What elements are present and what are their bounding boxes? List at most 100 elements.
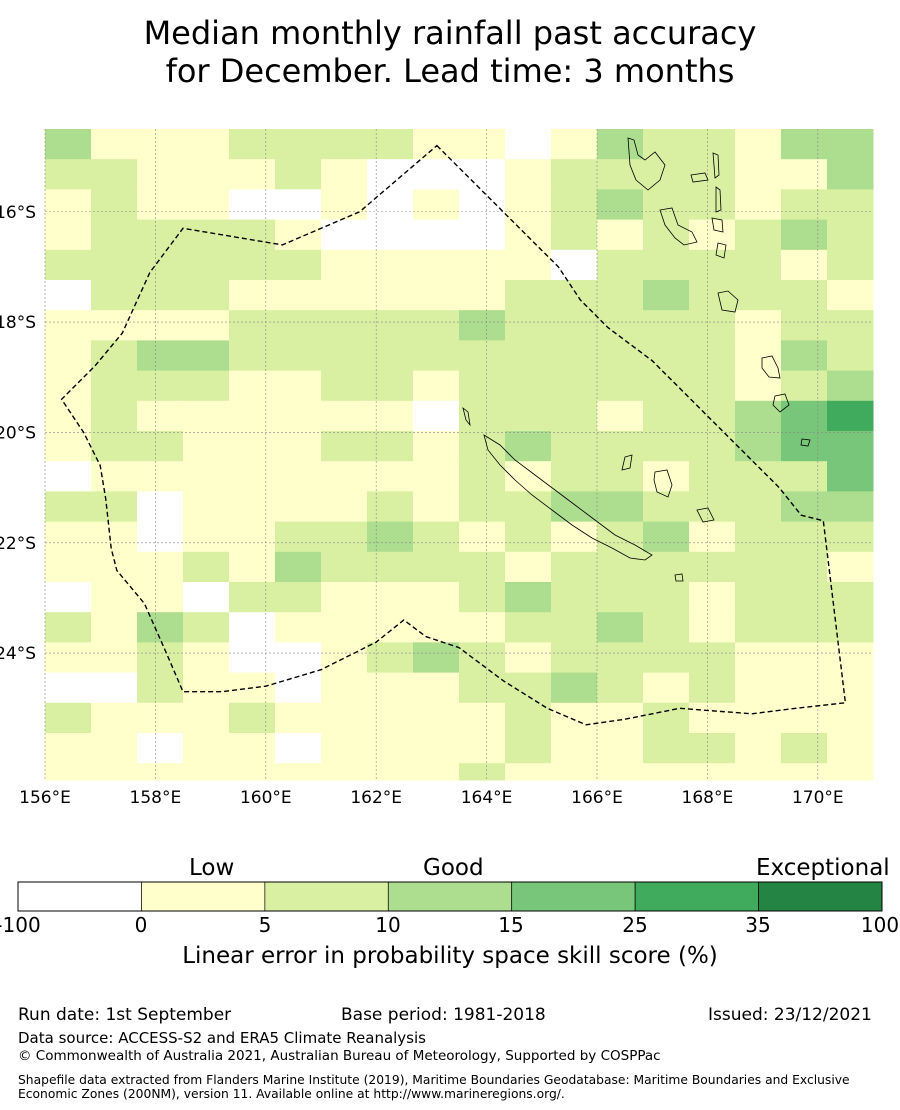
skill-cell [45, 219, 92, 251]
skill-cell [413, 733, 460, 764]
skill-cell [45, 702, 92, 734]
island-outline [715, 242, 727, 259]
skill-cell [505, 249, 552, 281]
skill-cell [229, 551, 276, 583]
skill-cell [781, 733, 828, 764]
skill-cell [137, 219, 184, 251]
skill-cell [367, 400, 414, 432]
skill-cell [643, 280, 690, 311]
shapefile-credit: Shapefile data extracted from Flanders M… [18, 1073, 850, 1101]
lat-tick-label: 24°S [0, 644, 36, 664]
skill-cell [413, 431, 460, 462]
skill-cell [459, 340, 506, 372]
skill-cell [183, 189, 230, 221]
skill-cell [413, 521, 460, 553]
skill-cell [413, 551, 460, 583]
skill-cell [91, 431, 138, 462]
skill-cell [689, 189, 736, 221]
skill-cell [781, 642, 828, 674]
skill-cell [183, 340, 230, 372]
skill-cell [367, 189, 414, 221]
skill-cell [735, 219, 782, 251]
colorbar-segment [634, 881, 759, 912]
skill-cell [827, 249, 874, 281]
colorbar [17, 881, 883, 912]
colorbar-label: Linear error in probability space skill … [182, 943, 718, 969]
latitude-tick-labels: 16°S 18°S 20°S 22°S 24°S [0, 203, 36, 664]
colorbar-tick: 10 [375, 913, 401, 937]
skill-cell [321, 612, 368, 643]
skill-cell [597, 612, 644, 643]
skill-cell [367, 280, 414, 311]
skill-cell [321, 400, 368, 432]
skill-cell [689, 129, 736, 160]
skill-cell [597, 159, 644, 190]
skill-cell [275, 672, 322, 704]
island-outline [621, 454, 633, 471]
run-date: Run date: 1st September [18, 1005, 232, 1025]
skill-cell [827, 702, 874, 734]
colorbar-tick: 0 [134, 913, 148, 937]
skill-cell [505, 702, 552, 734]
lon-tick-label: 168°E [682, 788, 734, 808]
skill-cell [459, 551, 506, 583]
skill-cell [229, 461, 276, 492]
skill-cell [91, 612, 138, 643]
skill-cell [45, 582, 92, 613]
skill-cell [321, 189, 368, 221]
skill-cell [643, 129, 690, 160]
lon-tick-label: 160°E [240, 788, 292, 808]
skill-cell [321, 733, 368, 764]
skill-cell [229, 763, 276, 781]
skill-cell [413, 129, 460, 160]
skill-cell [735, 310, 782, 341]
skill-cell [91, 491, 138, 523]
skill-cell [689, 702, 736, 734]
skill-cell [505, 340, 552, 372]
skill-cell [643, 159, 690, 190]
skill-cell [689, 310, 736, 341]
skill-cell [413, 370, 460, 402]
skill-cell [689, 642, 736, 674]
skill-cell [689, 612, 736, 643]
skill-cell [45, 551, 92, 583]
skill-cell [229, 370, 276, 402]
skill-cell [781, 612, 828, 643]
skill-cell [183, 733, 230, 764]
skill-cell [781, 280, 828, 311]
skill-cell [183, 400, 230, 432]
skill-cell [597, 551, 644, 583]
skill-cell [413, 189, 460, 221]
skill-cell [551, 129, 598, 160]
lon-tick-label: 166°E [571, 788, 623, 808]
skill-cell [45, 612, 92, 643]
skill-cell [229, 219, 276, 251]
skill-cell [137, 340, 184, 372]
skill-cell [459, 461, 506, 492]
skill-cell [597, 461, 644, 492]
skill-cell [597, 431, 644, 462]
skill-cell [183, 702, 230, 734]
island-outline [690, 172, 709, 183]
skill-cell [137, 189, 184, 221]
longitude-tick-labels: 156°E 158°E 160°E 162°E 164°E 166°E 168°E 170°E [19, 788, 844, 808]
skill-cell [367, 431, 414, 462]
skill-cell [183, 672, 230, 704]
skill-cell [229, 189, 276, 221]
skill-cell [45, 733, 92, 764]
skill-cell [643, 551, 690, 583]
skill-cell [229, 582, 276, 613]
new-caledonia-outline [483, 434, 653, 561]
skill-cell [45, 370, 92, 402]
skill-cell [229, 249, 276, 281]
skill-cell [321, 521, 368, 553]
skill-cell [827, 219, 874, 251]
skill-cell [827, 733, 874, 764]
skill-cell [597, 129, 644, 160]
skill-cell [275, 280, 322, 311]
skill-cell [735, 461, 782, 492]
lat-tick-label: 20°S [0, 423, 36, 443]
skill-cell [183, 521, 230, 553]
skill-cell [45, 340, 92, 372]
skill-cell [551, 219, 598, 251]
